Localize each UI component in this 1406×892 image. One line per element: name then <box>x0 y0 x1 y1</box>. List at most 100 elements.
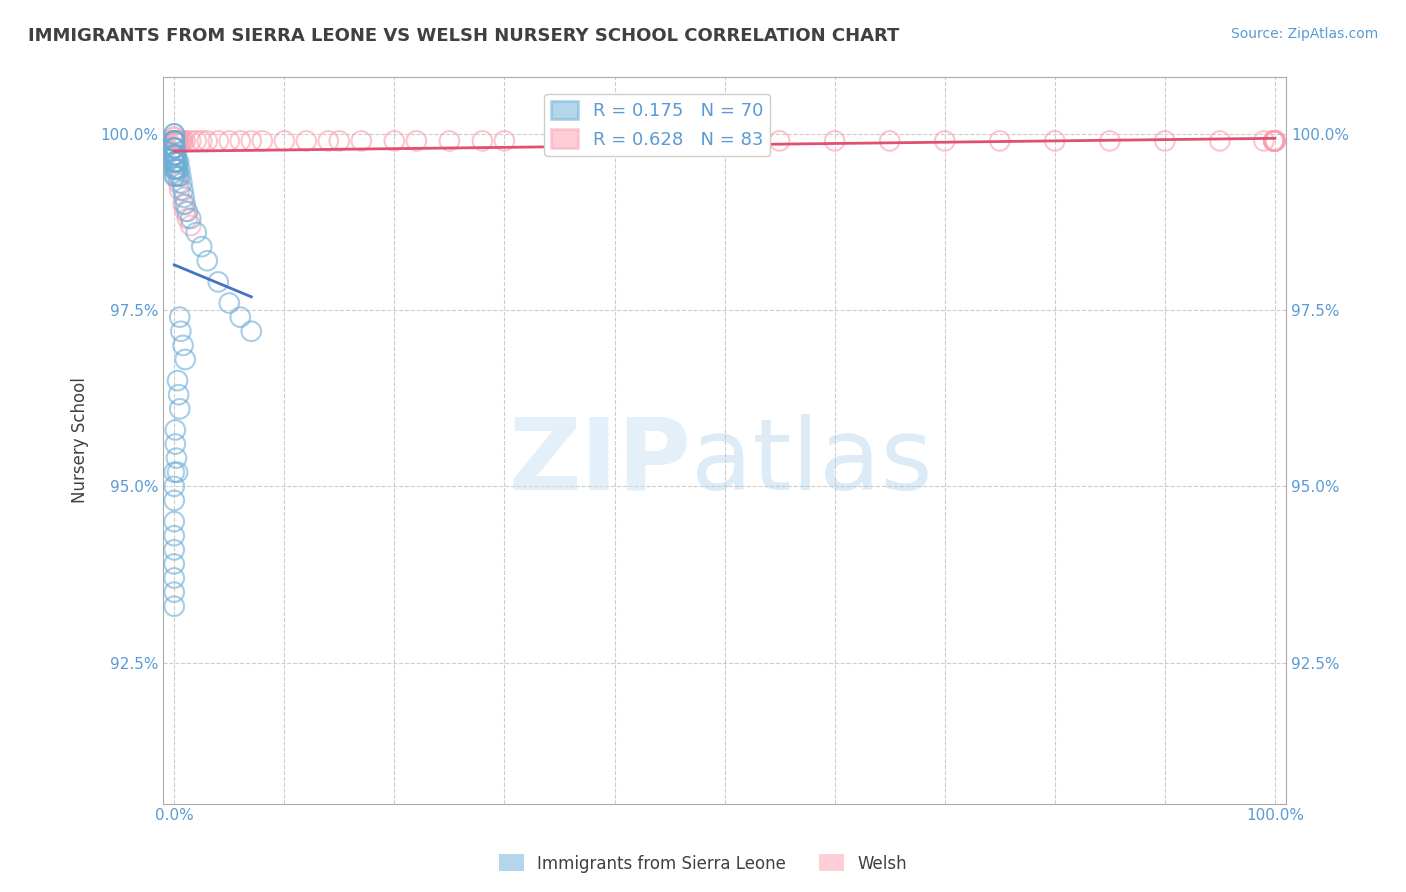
Point <box>166 134 188 148</box>
Legend: Immigrants from Sierra Leone, Welsh: Immigrants from Sierra Leone, Welsh <box>492 847 914 880</box>
Point <box>163 134 186 148</box>
Point <box>1264 134 1286 148</box>
Point <box>165 141 187 155</box>
Text: Source: ZipAtlas.com: Source: ZipAtlas.com <box>1230 27 1378 41</box>
Point <box>163 134 186 148</box>
Point <box>1263 134 1285 148</box>
Point <box>163 134 186 148</box>
Point <box>170 134 193 148</box>
Point <box>163 134 186 148</box>
Point <box>169 162 191 177</box>
Point <box>173 190 195 204</box>
Point <box>163 493 186 508</box>
Point <box>548 134 571 148</box>
Point <box>328 134 350 148</box>
Point <box>240 134 263 148</box>
Point <box>1264 134 1286 148</box>
Point <box>163 141 186 155</box>
Point <box>207 134 229 148</box>
Point <box>163 169 186 183</box>
Point <box>167 134 190 148</box>
Point <box>229 310 252 325</box>
Point <box>163 515 186 529</box>
Point <box>163 155 186 169</box>
Point <box>1154 134 1177 148</box>
Point <box>165 134 187 148</box>
Point <box>207 275 229 289</box>
Point <box>163 148 186 162</box>
Point <box>195 253 218 268</box>
Point <box>186 226 208 240</box>
Point <box>165 162 187 177</box>
Point <box>170 176 193 190</box>
Point <box>180 219 202 233</box>
Point <box>1264 134 1286 148</box>
Point <box>163 134 186 148</box>
Point <box>163 155 186 169</box>
Point <box>165 134 187 148</box>
Point <box>1263 134 1285 148</box>
Point <box>295 134 318 148</box>
Point <box>172 134 194 148</box>
Point <box>176 211 198 226</box>
Point <box>190 240 212 254</box>
Point <box>1263 134 1285 148</box>
Point <box>1263 134 1285 148</box>
Point <box>163 542 186 557</box>
Point <box>1264 134 1286 148</box>
Point <box>988 134 1011 148</box>
Point <box>713 134 735 148</box>
Point <box>252 134 274 148</box>
Point <box>190 134 212 148</box>
Point <box>163 479 186 493</box>
Point <box>1263 134 1285 148</box>
Point <box>1209 134 1232 148</box>
Point <box>163 162 186 177</box>
Point <box>218 134 240 148</box>
Point <box>165 169 187 183</box>
Text: atlas: atlas <box>690 414 932 511</box>
Point <box>581 134 603 148</box>
Point <box>167 155 190 169</box>
Point <box>163 134 186 148</box>
Point <box>768 134 790 148</box>
Point <box>170 324 193 338</box>
Point <box>163 148 186 162</box>
Point <box>165 134 187 148</box>
Point <box>166 155 188 169</box>
Point <box>165 155 187 169</box>
Point <box>166 465 188 479</box>
Point <box>172 338 194 352</box>
Point <box>172 183 194 197</box>
Point <box>165 423 187 437</box>
Point <box>180 211 202 226</box>
Point <box>167 169 190 183</box>
Text: ZIP: ZIP <box>508 414 690 511</box>
Point <box>165 134 187 148</box>
Point <box>163 148 186 162</box>
Point <box>163 141 186 155</box>
Point <box>174 134 197 148</box>
Point <box>174 197 197 211</box>
Point <box>471 134 494 148</box>
Point <box>163 557 186 571</box>
Point <box>163 134 186 148</box>
Point <box>439 134 461 148</box>
Point <box>166 169 188 183</box>
Point <box>163 529 186 543</box>
Point <box>1253 134 1275 148</box>
Point <box>879 134 901 148</box>
Point <box>163 134 186 148</box>
Point <box>163 134 186 148</box>
Y-axis label: Nursery School: Nursery School <box>72 377 89 503</box>
Point <box>163 130 186 145</box>
Point <box>172 197 194 211</box>
Point <box>170 169 193 183</box>
Point <box>603 134 626 148</box>
Point <box>163 148 186 162</box>
Point <box>169 310 191 325</box>
Point <box>165 134 187 148</box>
Point <box>1098 134 1121 148</box>
Point <box>195 134 218 148</box>
Point <box>166 374 188 388</box>
